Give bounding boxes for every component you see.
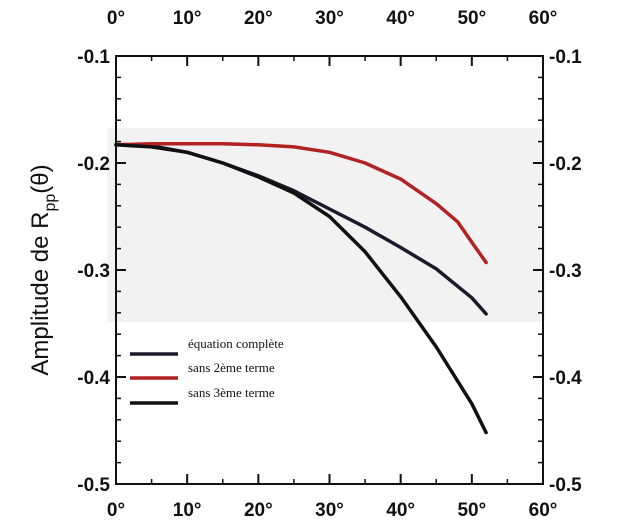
x-tick-label-bottom: 30° (315, 500, 344, 521)
y-tick-label-right: -0.4 (549, 368, 582, 389)
x-tick-label-top: 10° (173, 8, 202, 29)
y-axis-label-subscript: pp (42, 194, 59, 212)
legend: équation complète sans 2ème terme sans 3èm… (130, 336, 284, 405)
series-line-3 (114, 143, 488, 435)
y-axis-label-prefix: Amplitude de R (27, 212, 54, 376)
y-tick-label-left: -0.4 (77, 368, 110, 389)
y-tick-label-left: -0.1 (77, 47, 110, 68)
axis-ticks: 0° 0° 10° 10° 20° 20° 30° 30° 40° 40° 50° 50° 60° 60°… (77, 8, 582, 521)
legend-label-1: équation complète (188, 336, 284, 351)
x-tick-label-bottom: 20° (244, 500, 273, 521)
y-tick-label-right: -0.2 (549, 154, 582, 175)
x-tick-label-bottom: 10° (173, 500, 202, 521)
series-line-2 (114, 141, 488, 265)
x-tick-label-bottom: 60° (529, 500, 558, 521)
x-tick-label-top: 30° (315, 8, 344, 29)
y-tick-label-right: -0.5 (549, 475, 582, 496)
legend-label-2: sans 2ème terme (188, 360, 275, 375)
x-tick-label-top: 0° (107, 8, 125, 29)
y-tick-label-left: -0.5 (77, 475, 110, 496)
x-tick-label-top: 40° (386, 8, 415, 29)
y-axis-label-suffix: (θ) (27, 164, 54, 193)
x-tick-label-top: 60° (529, 8, 558, 29)
y-tick-label-left: -0.2 (77, 154, 110, 175)
x-tick-label-top: 50° (457, 8, 486, 29)
legend-label-3: sans 3ème terme (188, 385, 275, 400)
y-axis-label: Amplitude de Rpp(θ) (27, 164, 59, 375)
x-tick-label-bottom: 0° (107, 500, 125, 521)
y-tick-label-left: -0.3 (77, 261, 110, 282)
chart-marks (114, 141, 488, 435)
x-tick-label-top: 20° (244, 8, 273, 29)
shaded-background (107, 128, 545, 322)
y-tick-label-right: -0.1 (549, 47, 582, 68)
x-tick-label-bottom: 40° (386, 500, 415, 521)
x-tick-label-bottom: 50° (457, 500, 486, 521)
y-tick-label-right: -0.3 (549, 261, 582, 282)
